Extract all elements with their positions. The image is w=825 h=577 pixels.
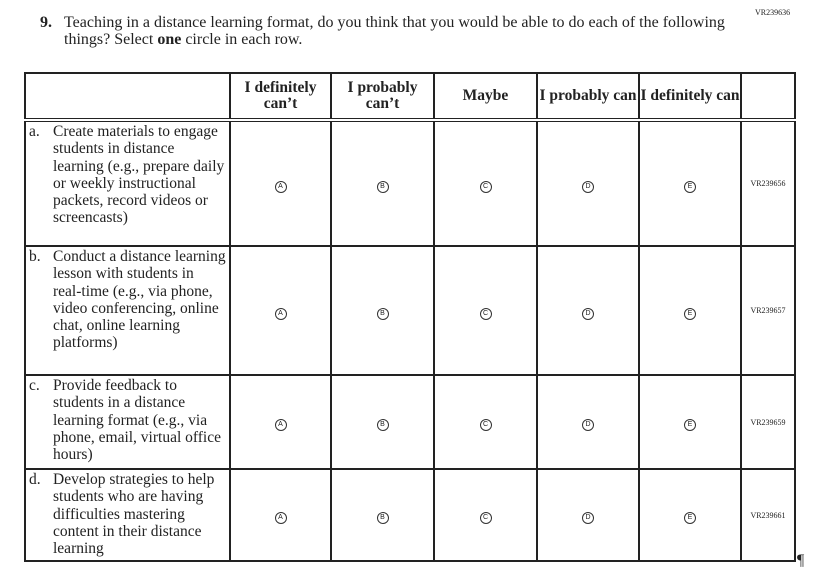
response-circle-e[interactable]: E [684, 307, 696, 320]
response-cell: A [229, 245, 332, 376]
response-grid: I definitely can’t I probably can’t Maybe I… [24, 72, 796, 562]
response-circle-c[interactable]: C [479, 419, 492, 431]
response-cell: C [433, 468, 538, 562]
response-cell: D [536, 374, 640, 470]
row-letter: a. [29, 123, 40, 140]
row-code: VR239657 [740, 245, 796, 376]
page-code: VR239636 [755, 8, 791, 17]
row-text: Conduct a distance learning lesson with … [53, 248, 226, 352]
response-circle-c[interactable]: C [479, 307, 492, 320]
response-cell: C [433, 245, 538, 376]
row-item: c. Provide feedback to students in a dist… [24, 374, 231, 470]
response-cell: D [536, 119, 640, 247]
response-circle-d[interactable]: D [582, 180, 594, 193]
response-cell: A [229, 119, 332, 247]
response-circle-b[interactable]: B [376, 180, 389, 193]
question-text-bold: one [157, 31, 182, 48]
table-row: d. Develop strategies to help students wh… [24, 468, 796, 562]
row-item: d. Develop strategies to help students wh… [24, 468, 231, 562]
response-circle-a[interactable]: A [274, 180, 287, 193]
row-item: a. Create materials to engage students in… [24, 119, 231, 247]
response-circle-d[interactable]: D [582, 307, 594, 320]
response-circle-b[interactable]: B [376, 512, 389, 524]
response-circle-a[interactable]: A [274, 512, 287, 524]
pilcrow: ¶ [797, 552, 805, 569]
response-circle-e[interactable]: E [684, 419, 696, 431]
column-header: I definitely can’t [229, 72, 332, 121]
response-cell: B [330, 119, 435, 247]
response-cell: D [536, 468, 640, 562]
response-cell: E [638, 245, 742, 376]
response-circle-b[interactable]: B [376, 307, 389, 320]
response-cell: E [638, 468, 742, 562]
row-code: VR239661 [740, 468, 796, 562]
response-cell: B [330, 245, 435, 376]
response-cell: D [536, 245, 640, 376]
row-item: b. Conduct a distance learning lesson wit… [24, 245, 231, 376]
column-header: I probably can [536, 72, 640, 121]
response-circle-c[interactable]: C [479, 512, 492, 524]
response-circle-e[interactable]: E [684, 512, 696, 524]
table-row: a. Create materials to engage students in… [24, 119, 796, 247]
response-circle-a[interactable]: A [274, 307, 287, 320]
response-cell: A [229, 468, 332, 562]
table-row: b. Conduct a distance learning lesson wit… [24, 245, 796, 376]
row-text: Develop strategies to help students who … [53, 471, 215, 558]
row-letter: b. [29, 248, 41, 265]
column-header: Maybe [433, 72, 538, 121]
question-text: 9. Teaching in a distance learning forma… [40, 14, 740, 48]
column-header: I definitely can [638, 72, 742, 121]
row-text: Provide feedback to students in a distan… [53, 377, 222, 464]
question-text-before: Teaching in a distance learning format, … [64, 14, 725, 48]
header-code-blank [740, 72, 796, 121]
row-letter: d. [29, 471, 41, 488]
response-cell: A [229, 374, 332, 470]
row-letter: c. [29, 377, 40, 394]
response-cell: E [638, 119, 742, 247]
response-cell: C [433, 374, 538, 470]
header-blank [24, 72, 231, 121]
table-row: c. Provide feedback to students in a dist… [24, 374, 796, 470]
response-circle-b[interactable]: B [376, 419, 389, 431]
response-circle-e[interactable]: E [684, 180, 696, 193]
response-circle-d[interactable]: D [582, 512, 594, 524]
response-cell: E [638, 374, 742, 470]
response-circle-a[interactable]: A [274, 419, 287, 431]
column-header: I probably can’t [330, 72, 435, 121]
question-text-after: circle in each row. [181, 31, 303, 48]
question-number: 9. [40, 14, 52, 31]
row-text: Create materials to engage students in d… [53, 123, 225, 227]
response-circle-c[interactable]: C [479, 180, 492, 193]
response-circle-d[interactable]: D [582, 419, 594, 431]
row-code: VR239656 [740, 119, 796, 247]
response-cell: B [330, 374, 435, 470]
response-cell: C [433, 119, 538, 247]
response-cell: B [330, 468, 435, 562]
row-code: VR239659 [740, 374, 796, 470]
